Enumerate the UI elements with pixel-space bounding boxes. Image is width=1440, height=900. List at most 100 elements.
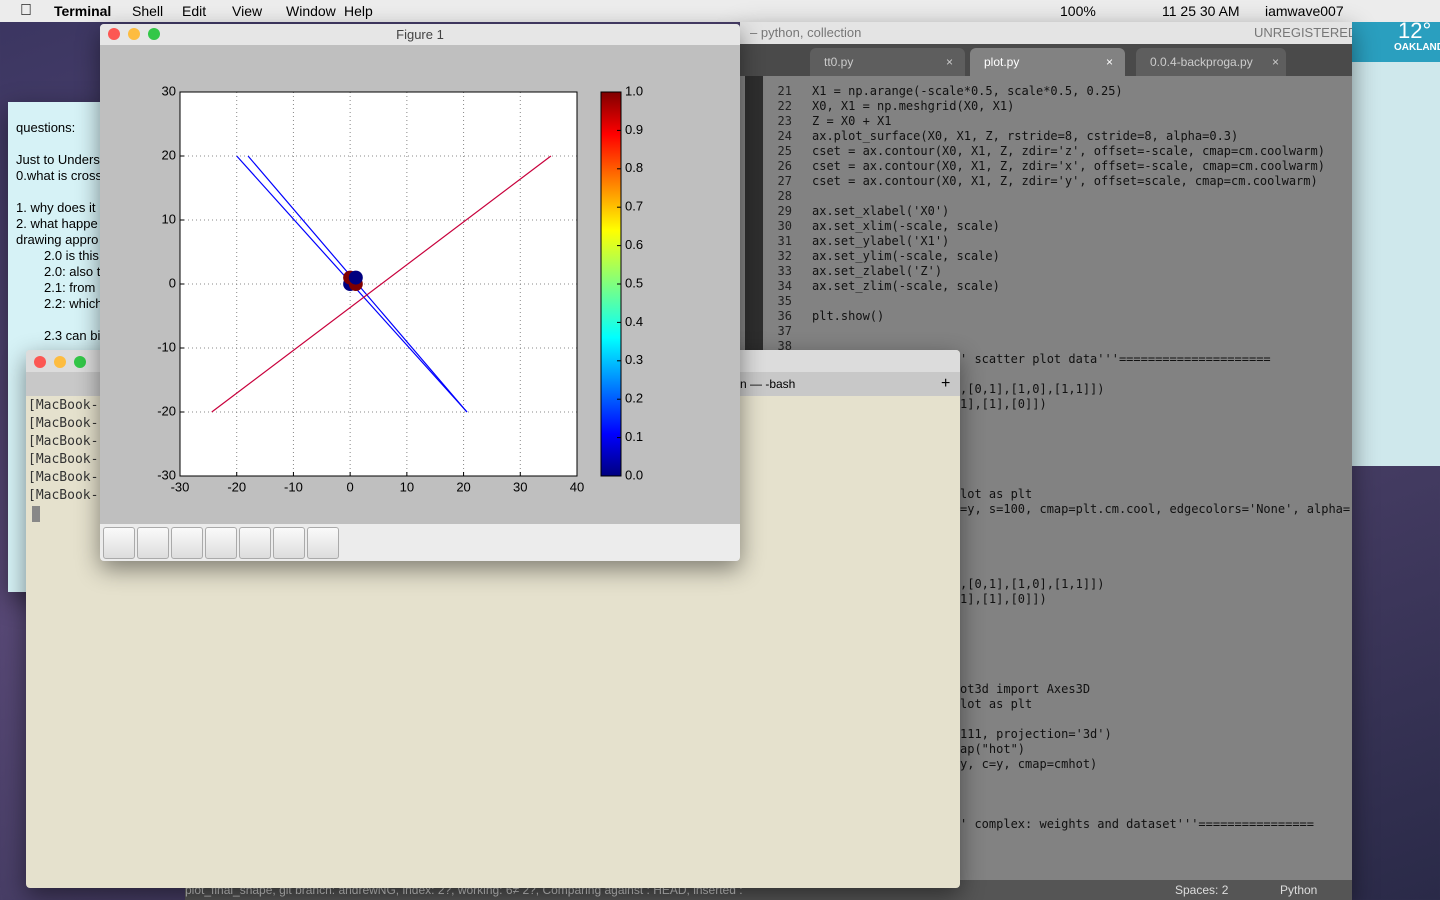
tab-title: plot.py xyxy=(984,55,1020,69)
colorbar-label: 0.9 xyxy=(625,122,643,137)
y-tick-label: 10 xyxy=(162,211,176,226)
weather-widget: 12° OAKLAND xyxy=(1352,18,1440,62)
subplots-button[interactable] xyxy=(273,527,305,559)
code-fragment: =y, s=100, cmap=plt.cm.cool, edgecolors=… xyxy=(960,502,1351,516)
note-line: 2. what happe xyxy=(16,216,98,231)
line-number: 28 xyxy=(777,189,792,203)
close-button[interactable] xyxy=(108,28,120,40)
pan-button[interactable] xyxy=(205,527,237,559)
minimize-button[interactable] xyxy=(54,356,66,368)
code-fragment: y, c=y, cmap=cmhot) xyxy=(960,757,1098,771)
editor-titlebar: – python, collection UNREGISTERED xyxy=(740,22,1352,44)
note-line: questions: xyxy=(16,120,76,135)
zoom-button[interactable] xyxy=(148,28,160,40)
tab[interactable]: tt0.py × xyxy=(810,48,965,76)
temperature: 12° xyxy=(1398,18,1432,43)
back-button[interactable] xyxy=(137,527,169,559)
plot-area xyxy=(180,92,577,476)
code-fragment: ,[0,1],[1,0],[1,1]]) xyxy=(960,577,1105,591)
forward-button[interactable] xyxy=(171,527,203,559)
line-number: 22 xyxy=(777,99,792,113)
unregistered: UNREGISTERED xyxy=(1254,25,1352,40)
code-fragment: ap("hot") xyxy=(960,742,1026,756)
note-line: 2.0: also t xyxy=(44,264,101,279)
terminal-line: [MacBook- xyxy=(28,470,99,485)
user[interactable]: iamwave007 xyxy=(1265,3,1344,19)
line-number: 26 xyxy=(777,159,792,173)
toolbar xyxy=(100,524,740,561)
code-line: ax.set_xlabel('X0') xyxy=(812,204,950,218)
menu-item[interactable]: Shell xyxy=(132,3,164,19)
code-line: plt.show() xyxy=(812,309,885,323)
line-number: 23 xyxy=(777,114,792,128)
colorbar-label: 0.1 xyxy=(625,429,643,444)
menu-item[interactable]: View xyxy=(232,3,263,19)
note-line: 0.what is cross xyxy=(16,168,102,183)
code-fragment: 1],[1],[0]]) xyxy=(960,397,1047,411)
new-tab[interactable]: + xyxy=(941,375,951,392)
line-number: 21 xyxy=(777,84,792,98)
figure-title: Figure 1 xyxy=(396,27,444,42)
code-fragment: ,[0,1],[1,0],[1,1]]) xyxy=(960,382,1105,396)
code-fragment: ot3d import Axes3D xyxy=(960,682,1091,696)
battery: 100% xyxy=(1060,3,1096,19)
code-line: ax.set_ylabel('X1') xyxy=(812,234,950,248)
note-line: drawing appro xyxy=(16,232,99,247)
terminal-line: [MacBook- xyxy=(28,416,99,431)
line-number: 36 xyxy=(777,309,792,323)
code-line: cset = ax.contour(X0, X1, Z, zdir='z', o… xyxy=(812,144,1325,158)
save-button[interactable] xyxy=(307,527,339,559)
x-tick-label: 0 xyxy=(347,479,354,494)
tab-close[interactable]: × xyxy=(1272,55,1280,69)
x-tick-label: -10 xyxy=(284,479,303,494)
code-line: Z = X0 + X1 xyxy=(812,114,892,128)
line-number: 32 xyxy=(777,249,792,263)
tab[interactable]: plot.py × xyxy=(970,48,1125,76)
clock: 11 25 30 AM xyxy=(1162,3,1240,19)
minimize-button[interactable] xyxy=(128,28,140,40)
menu-item[interactable]: Window xyxy=(286,3,336,19)
menu-item[interactable]: Help xyxy=(344,3,373,19)
apple-menu[interactable]:  xyxy=(20,0,32,22)
home-button[interactable] xyxy=(103,527,135,559)
tab-title: 0.0.4-backproga.py xyxy=(1150,55,1253,69)
colorbar-label: 0.2 xyxy=(625,391,643,406)
note-line: 2.1: from xyxy=(44,280,96,295)
colorbar-label: 0.3 xyxy=(625,352,643,367)
x-tick-label: 20 xyxy=(456,479,470,494)
figure-window: Figure 1 -30 -20 -10 0 10 20 30 40 -30 -20 -10 0 10 2… xyxy=(100,24,740,561)
x-tick-label: 30 xyxy=(513,479,527,494)
tab-title: tt0.py xyxy=(824,55,854,69)
y-tick-label: 0 xyxy=(169,275,176,290)
line-number: 30 xyxy=(777,219,792,233)
code-line: cset = ax.contour(X0, X1, Z, zdir='y', o… xyxy=(812,174,1318,188)
tab[interactable]: 0.0.4-backproga.py × xyxy=(1136,48,1286,76)
tab-close[interactable]: × xyxy=(946,55,954,69)
code-line: ax.set_xlim(-scale, scale) xyxy=(812,219,1000,233)
tab-close[interactable]: × xyxy=(1106,55,1114,69)
line-number: 31 xyxy=(777,234,792,248)
zoom-button[interactable] xyxy=(74,356,86,368)
note-line: Just to Unders xyxy=(16,152,100,167)
colorbar-label: 0.5 xyxy=(625,275,643,290)
code-fragment: 1],[1],[0]]) xyxy=(960,592,1047,606)
close-button[interactable] xyxy=(34,356,46,368)
tab-bar: tt0.py × plot.py × 0.0.4-backproga.py × xyxy=(740,44,1352,76)
code-line: ax.set_zlim(-scale, scale) xyxy=(812,279,1000,293)
code-line: X0, X1 = np.meshgrid(X0, X1) xyxy=(812,99,1015,113)
figure-titlebar: Figure 1 xyxy=(100,24,740,45)
y-tick-label: 20 xyxy=(162,147,176,162)
line-number: 25 xyxy=(777,144,792,158)
zoom-button[interactable] xyxy=(239,527,271,559)
code-line: X1 = np.arange(-scale*0.5, scale*0.5, 0.… xyxy=(812,84,1123,98)
syntax[interactable]: Python xyxy=(1280,883,1318,897)
note-line: 2.2: which xyxy=(44,296,103,311)
app-menu[interactable]: Terminal xyxy=(54,3,112,19)
code-fragment: 111, projection='3d') xyxy=(960,727,1112,741)
colorbar-label: 0.0 xyxy=(625,467,643,482)
spaces[interactable]: Spaces: 2 xyxy=(1175,883,1229,897)
menu-item[interactable]: Edit xyxy=(182,3,207,19)
line-number: 37 xyxy=(777,324,792,338)
